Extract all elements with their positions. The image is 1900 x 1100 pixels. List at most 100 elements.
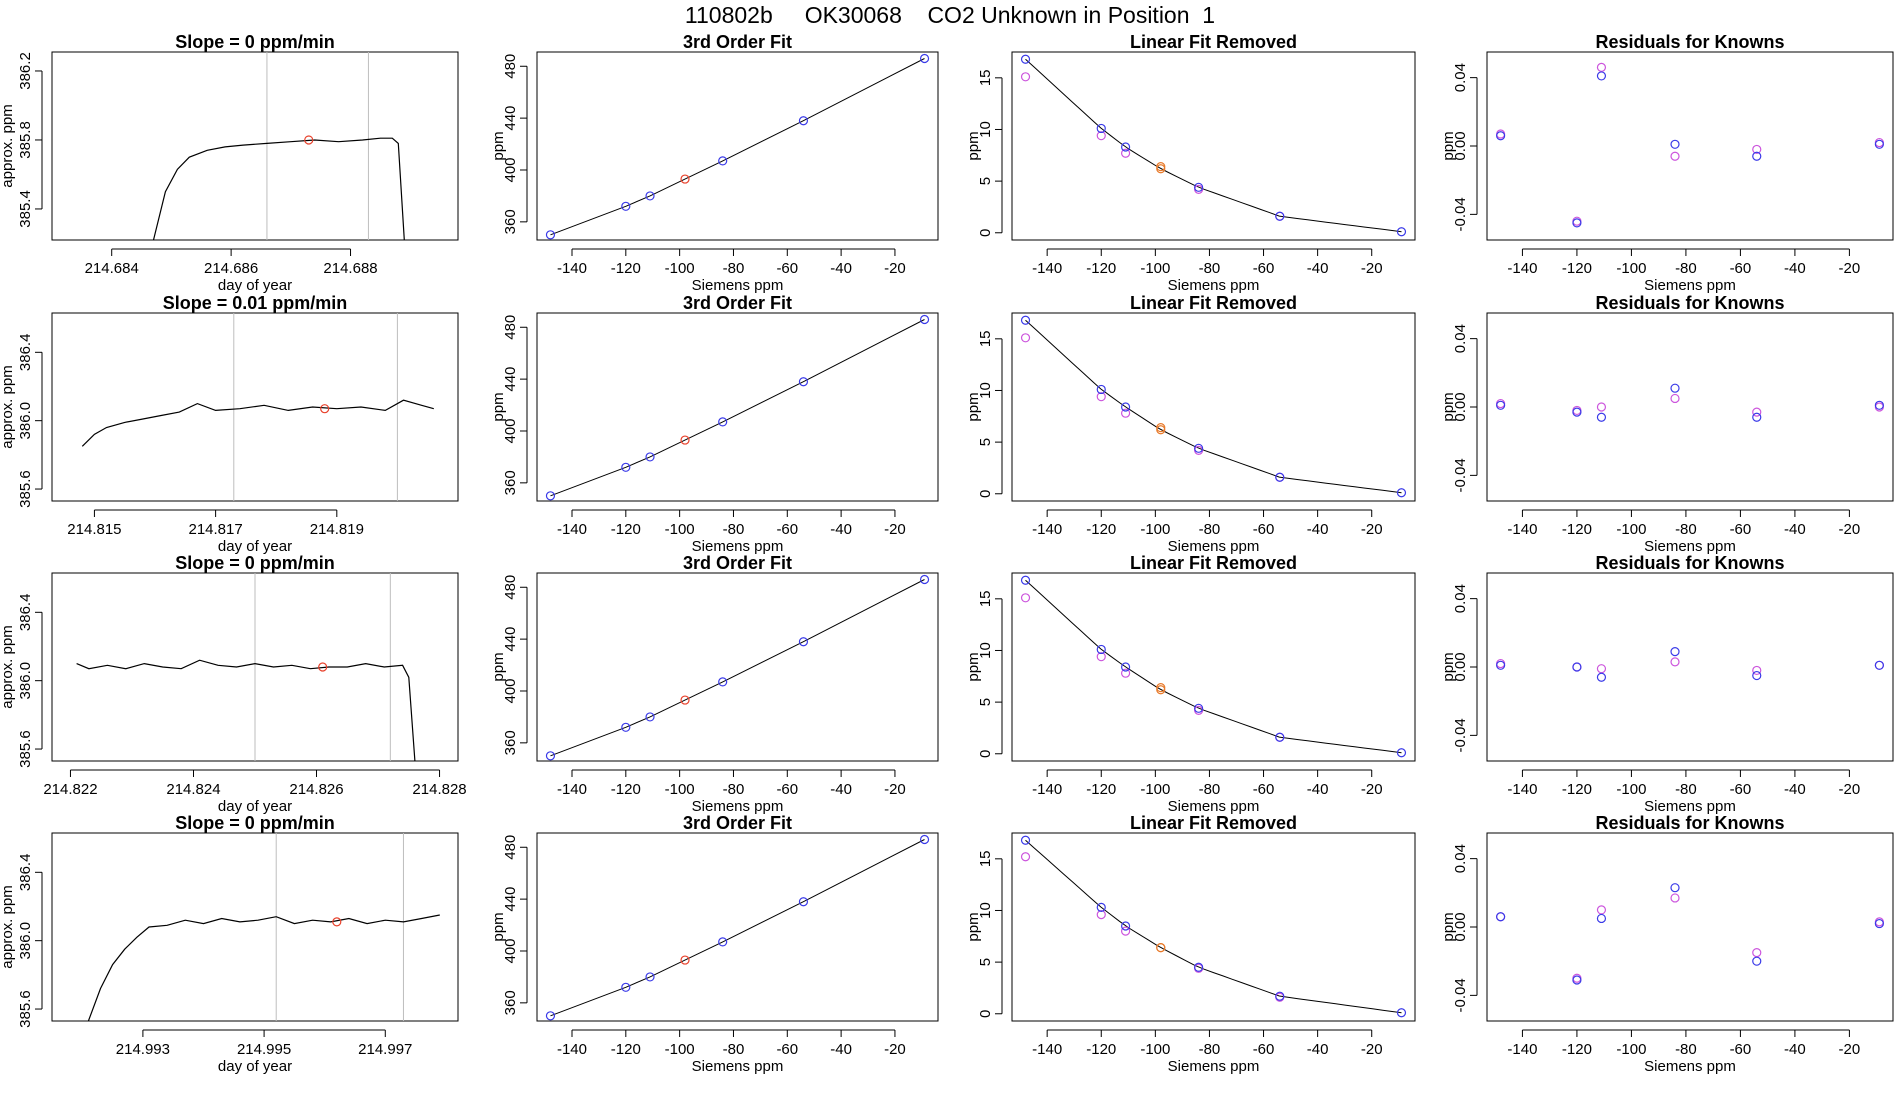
secondary-point (1096, 131, 1106, 141)
plot-title: 3rd Order Fit (683, 293, 792, 313)
x-tick-label: -60 (776, 521, 798, 538)
known-point (1496, 400, 1506, 410)
chart-panel-1-4: Residuals for Knowns -140 -120 -100 -80 -60 -4… (1440, 32, 1894, 294)
x-tick-label: -100 (665, 781, 695, 798)
x-tick-label: -140 (1507, 521, 1537, 538)
x-tick-label: -40 (1307, 781, 1329, 798)
y-tick-label: 386.4 (17, 334, 34, 372)
x-axis-label: day of year (218, 538, 292, 555)
x-axis-label: day of year (218, 1058, 292, 1075)
chart-panel-3-3: Linear Fit Removed -140 -120 -100 -80 -60 -40 -… (965, 553, 1416, 815)
y-tick-label: 385.6 (17, 470, 34, 508)
known-point (645, 972, 655, 982)
y-axis-label: ppm (965, 392, 982, 421)
x-tick-label: 214.815 (67, 521, 121, 538)
y-axis-label: ppm (490, 912, 507, 941)
x-tick-label: 214.828 (412, 781, 466, 798)
x-tick-label: -80 (723, 521, 745, 538)
secondary-point (1120, 926, 1131, 936)
y-axis-label: approx. ppm (0, 885, 16, 968)
x-tick-label: -60 (776, 781, 798, 798)
known-point (798, 116, 809, 126)
y-tick-label: 10 (977, 382, 994, 399)
known-point (1874, 918, 1884, 929)
y-tick-label: 386.0 (17, 922, 34, 960)
average-point (318, 662, 328, 672)
known-point (1752, 412, 1762, 422)
y-tick-label: 0.00 (1452, 912, 1469, 941)
x-tick-label: -140 (1032, 1041, 1062, 1058)
y-tick-label: 400 (502, 157, 519, 182)
plot-frame (536, 832, 939, 1022)
known-point (1396, 227, 1407, 237)
known-point (1275, 991, 1285, 1001)
x-tick-label: -40 (1784, 260, 1806, 277)
known-point (1596, 672, 1607, 682)
known-point (645, 452, 655, 462)
x-tick-label: -20 (1361, 521, 1383, 538)
known-point (621, 722, 631, 732)
known-point (1496, 660, 1506, 670)
unknown-point (1156, 685, 1166, 695)
chart-panel-3-2: 3rd Order Fit -140 -120 -100 -80 -60 -40 -20 Sie… (490, 553, 939, 815)
y-tick-label: 10 (977, 902, 994, 919)
known-point (545, 751, 556, 761)
y-tick-label: 0 (977, 229, 994, 237)
x-tick-label: -80 (1675, 1041, 1697, 1058)
secondary-point (1596, 402, 1607, 412)
x-tick-label: -120 (611, 781, 641, 798)
x-tick-label: 214.824 (166, 781, 220, 798)
known-point (1020, 315, 1031, 325)
x-tick-label: -100 (1140, 1041, 1170, 1058)
x-tick-label: -120 (611, 260, 641, 277)
chart-panel-4-2: 3rd Order Fit -140 -120 -100 -80 -60 -40 -20 Sie… (490, 813, 939, 1075)
known-point (1874, 139, 1884, 149)
known-point (1020, 835, 1031, 845)
known-point (1194, 443, 1204, 453)
x-tick-label: -100 (1140, 521, 1170, 538)
known-point (1670, 647, 1680, 657)
x-tick-label: 214.997 (358, 1041, 412, 1058)
y-tick-label: 0 (977, 490, 994, 498)
secondary-point (1020, 72, 1031, 82)
known-point (645, 712, 655, 722)
unknown-point (680, 174, 690, 184)
plot-frame (536, 51, 939, 241)
x-tick-label: -60 (1253, 260, 1275, 277)
x-tick-label: -80 (1199, 781, 1221, 798)
known-point (1572, 407, 1582, 417)
known-point (718, 677, 728, 687)
x-tick-label: -120 (1086, 1041, 1116, 1058)
known-point (798, 377, 809, 387)
y-tick-label: 440 (502, 367, 519, 392)
secondary-point (1120, 668, 1131, 678)
known-point (621, 201, 631, 211)
plot-title: Residuals for Knowns (1595, 553, 1784, 573)
secondary-point (1096, 910, 1106, 920)
x-axis-label: Siemens ppm (1644, 798, 1736, 815)
x-tick-label: -140 (557, 260, 587, 277)
known-point (1120, 662, 1131, 672)
x-tick-label: -120 (611, 521, 641, 538)
x-tick-label: -60 (1730, 521, 1752, 538)
y-axis-label: ppm (1440, 392, 1457, 421)
data-series-line (87, 914, 440, 1021)
y-tick-label: 440 (502, 887, 519, 912)
fit-line (550, 579, 925, 757)
known-point (645, 191, 655, 201)
x-tick-label: -120 (1086, 781, 1116, 798)
y-tick-label: 386.4 (17, 854, 34, 892)
known-point (1752, 956, 1762, 966)
x-tick-label: -140 (1507, 1041, 1537, 1058)
secondary-point (1096, 392, 1106, 402)
known-point (1096, 644, 1106, 655)
fit-line (550, 839, 925, 1017)
known-point (1396, 748, 1407, 758)
chart-panel-3-1: Slope = 0 ppm/min 214.822 214.824 214.826 21… (0, 553, 467, 815)
x-tick-label: -20 (884, 260, 906, 277)
x-tick-label: -20 (1839, 521, 1861, 538)
y-axis-label: ppm (1440, 652, 1457, 681)
y-tick-label: 0.04 (1452, 844, 1469, 873)
chart-panel-1-3: Linear Fit Removed -140 -120 -100 -80 -60 -40 -… (965, 32, 1416, 294)
secondary-point (1020, 852, 1031, 862)
